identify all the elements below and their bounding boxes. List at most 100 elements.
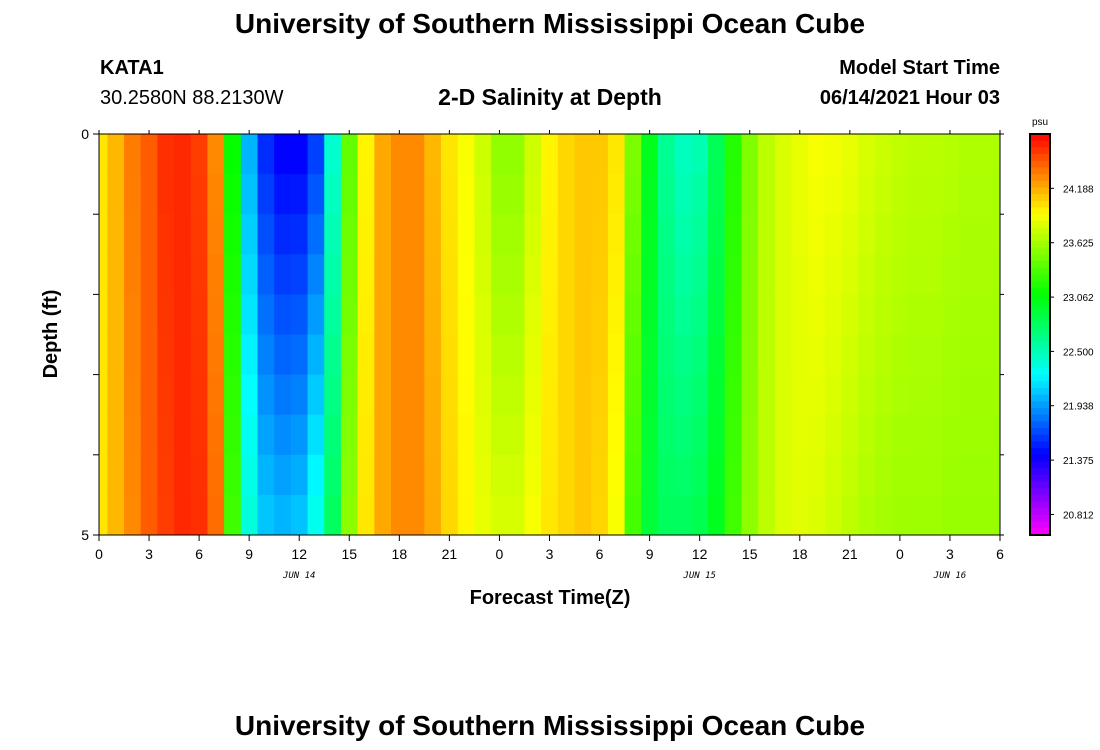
colorbar-swatch — [1030, 361, 1050, 369]
heatmap-cell — [441, 334, 459, 375]
heatmap-cell — [808, 214, 826, 255]
heatmap-cell — [124, 174, 142, 215]
x-tick-label: 15 — [341, 546, 357, 562]
heatmap-cell — [908, 214, 926, 255]
heatmap-cell — [457, 294, 475, 335]
heatmap-cell — [257, 294, 275, 335]
heatmap-cell — [641, 494, 659, 536]
colorbar-swatch — [1030, 247, 1050, 255]
heatmap-cell — [290, 254, 308, 295]
heatmap-cell — [557, 414, 575, 456]
heatmap-cell — [441, 254, 459, 295]
colorbar-swatch — [1030, 434, 1050, 442]
colorbar-swatch — [1030, 528, 1050, 536]
heatmap-cell — [908, 494, 926, 536]
heatmap-cell — [924, 374, 943, 416]
colorbar-swatch — [1030, 421, 1050, 429]
heatmap-cell — [140, 174, 158, 215]
colorbar-swatch — [1030, 254, 1050, 262]
colorbar-swatch — [1030, 461, 1050, 469]
heatmap-cell — [340, 454, 359, 496]
heatmap-cell — [491, 254, 509, 295]
heatmap-cell — [174, 294, 192, 335]
x-tick-label: 6 — [996, 546, 1004, 562]
heatmap-cell — [891, 454, 909, 496]
heatmap-cell — [958, 134, 976, 175]
heatmap-cell — [99, 494, 108, 536]
heatmap-cell — [591, 254, 609, 295]
heatmap-cell — [124, 134, 142, 175]
heatmap-cell — [774, 454, 792, 496]
colorbar-swatch — [1030, 180, 1050, 188]
heatmap-cell — [858, 414, 876, 456]
heatmap-cell — [507, 174, 525, 215]
heatmap-cell — [257, 134, 275, 175]
heatmap-cell — [491, 374, 509, 416]
heatmap-cell — [774, 414, 792, 456]
heatmap-cell — [224, 134, 242, 175]
heatmap-cell — [424, 214, 442, 255]
colorbar-label: 24.188 — [1063, 184, 1094, 195]
heatmap-cell — [691, 214, 709, 255]
heatmap-cell — [174, 374, 192, 416]
heatmap-cell — [808, 454, 826, 496]
heatmap-cell — [708, 374, 726, 416]
heatmap-cell — [524, 254, 542, 295]
heatmap-cell — [307, 494, 325, 536]
heatmap-cell — [290, 334, 308, 375]
heatmap-cell — [841, 294, 859, 335]
heatmap-cell — [941, 294, 959, 335]
model-start-label: Model Start Time — [839, 57, 1000, 79]
heatmap-cell — [107, 374, 125, 416]
heatmap-cell — [791, 254, 809, 295]
heatmap-cell — [224, 374, 242, 416]
heatmap-cell — [307, 174, 325, 215]
heatmap-cell — [457, 374, 475, 416]
heatmap-cell — [624, 294, 642, 335]
heatmap-cell — [741, 374, 759, 416]
heatmap-cell — [541, 134, 559, 175]
heatmap-cell — [924, 494, 943, 536]
heatmap-cell — [541, 214, 559, 255]
heatmap-cell — [207, 134, 225, 175]
heatmap-cell — [941, 374, 959, 416]
heatmap-cell — [791, 334, 809, 375]
colorbar-swatch — [1030, 267, 1050, 275]
heatmap-cell — [841, 374, 859, 416]
heatmap-cell — [407, 254, 425, 295]
heatmap-cell — [607, 334, 625, 375]
heatmap-cell — [657, 294, 676, 335]
heatmap-cell — [641, 134, 659, 175]
heatmap-cell — [507, 414, 525, 456]
heatmap-cell — [891, 214, 909, 255]
x-axis: 0 3 6 9 12 15 18 21 0 3 6 9 12 15 18 21 0 3 6 JUN 14 JUN 15 J… — [95, 130, 1004, 581]
heatmap-cell — [941, 174, 959, 215]
heatmap-cell — [891, 334, 909, 375]
x-tick-label: 3 — [145, 546, 153, 562]
heatmap-cell — [741, 294, 759, 335]
heatmap-cell — [324, 334, 342, 375]
heatmap-cell — [324, 374, 342, 416]
colorbar-swatch — [1030, 381, 1050, 389]
heatmap-cell — [207, 374, 225, 416]
heatmap-cell — [324, 214, 342, 255]
heatmap-cell — [941, 494, 959, 536]
heatmap-cell — [708, 254, 726, 295]
heatmap-cell — [808, 134, 826, 175]
colorbar-swatch — [1030, 367, 1050, 375]
heatmap-cell — [424, 294, 442, 335]
heatmap-cell — [240, 454, 258, 496]
heatmap-cell — [574, 334, 592, 375]
heatmap-cell — [474, 214, 492, 255]
heatmap-cell — [274, 334, 292, 375]
heatmap-cell — [574, 174, 592, 215]
heatmap-cell — [924, 254, 943, 295]
heatmap-cell — [407, 334, 425, 375]
heatmap-cell — [574, 494, 592, 536]
heatmap-cell — [991, 334, 1001, 375]
heatmap-cell — [991, 174, 1001, 215]
heatmap-cell — [841, 454, 859, 496]
heatmap-cell — [591, 374, 609, 416]
colorbar-swatch — [1030, 274, 1050, 282]
